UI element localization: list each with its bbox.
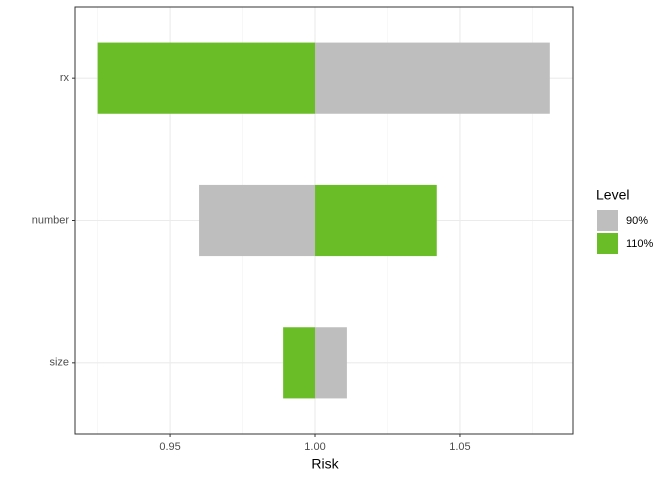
x-axis-title: Risk [311,456,339,472]
legend-key [597,210,618,231]
x-tick-label: 0.95 [159,441,180,453]
legend-key [597,233,618,254]
bar [97,42,316,114]
bar [315,327,347,399]
bar [315,184,437,257]
y-tick-label: size [49,357,69,369]
bar [315,42,550,114]
x-tick-label: 1.00 [304,441,325,453]
legend-label: 110% [626,238,654,250]
bar [283,327,316,399]
legend-title: Level [596,187,629,203]
panel-border [74,6,574,435]
y-tick-label: number [32,214,70,226]
y-tick-label: rx [60,72,70,84]
bar [199,184,316,257]
x-tick-label: 1.05 [449,441,470,453]
legend-label: 90% [626,215,648,227]
